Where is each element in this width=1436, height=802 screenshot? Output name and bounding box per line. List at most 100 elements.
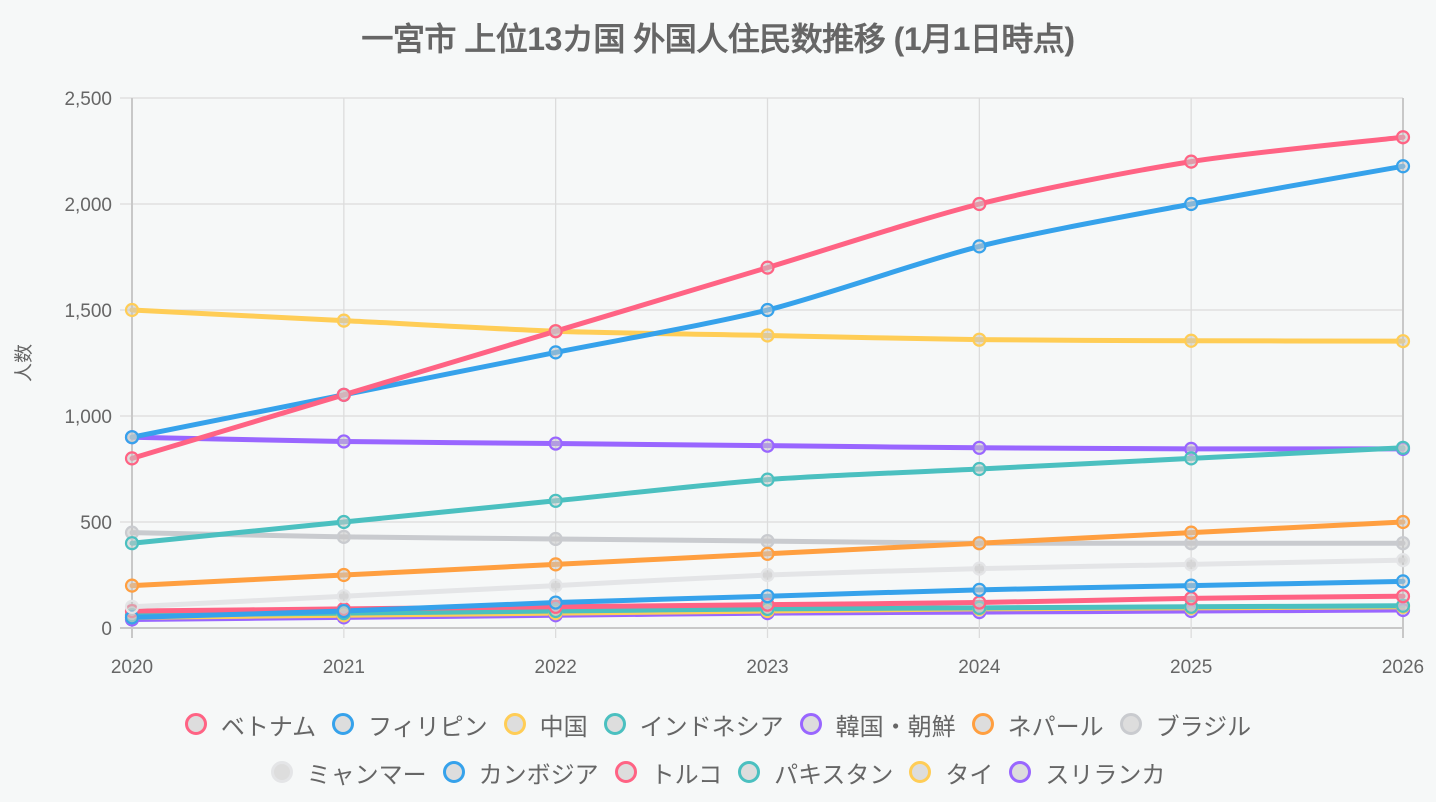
data-point[interactable] [336, 434, 351, 449]
data-point[interactable] [1184, 154, 1199, 169]
legend-item[interactable]: トルコ [614, 755, 723, 790]
data-point[interactable] [972, 595, 987, 610]
legend-label: トルコ [650, 760, 723, 789]
data-point[interactable] [336, 567, 351, 583]
data-point[interactable] [336, 529, 351, 544]
data-point[interactable] [548, 324, 563, 339]
data-point[interactable] [760, 328, 775, 343]
legend-swatch-icon [614, 761, 637, 783]
legend: ベトナム フィリピン 中国 インドネシア 韓国・朝鮮 ネパール ブラジルミャンマー カンボジア… [0, 700, 1436, 796]
data-point[interactable] [760, 589, 775, 604]
legend-swatch-icon [442, 761, 465, 783]
data-point[interactable] [1395, 536, 1411, 551]
data-point[interactable] [124, 451, 140, 466]
data-point[interactable] [1395, 574, 1411, 589]
legend-item[interactable]: 韓国・朝鮮 [799, 707, 956, 742]
data-point[interactable] [972, 332, 987, 347]
x-tick-label: 2022 [535, 657, 577, 678]
data-point[interactable] [336, 514, 351, 530]
y-tick-label: 2,500 [64, 89, 112, 110]
data-point[interactable] [548, 493, 563, 508]
data-point[interactable] [124, 302, 140, 318]
data-point[interactable] [972, 196, 987, 212]
legend-item[interactable]: スリランカ [1009, 755, 1165, 790]
data-point[interactable] [548, 436, 563, 451]
data-point[interactable] [760, 533, 775, 549]
legend-item[interactable]: ミャンマー [270, 755, 427, 790]
data-point[interactable] [124, 536, 140, 551]
chart-title: 一宮市 上位13カ国 外国人住民数推移 (1月1日時点) [361, 21, 1075, 57]
data-point[interactable] [1395, 514, 1411, 530]
data-point[interactable] [548, 557, 563, 572]
data-point[interactable] [124, 430, 140, 445]
x-tick-label: 2020 [111, 657, 153, 678]
data-point[interactable] [1184, 196, 1199, 212]
y-tick-label: 1,500 [64, 301, 112, 322]
legend-label: ブラジル [1155, 712, 1252, 741]
data-point[interactable] [972, 461, 987, 477]
data-point[interactable] [1395, 553, 1411, 568]
data-point[interactable] [972, 536, 987, 551]
legend-item[interactable]: ベトナム [184, 707, 317, 742]
x-axis: 2020 2021 2022 2023 2024 2025 2026 [111, 657, 1424, 678]
x-tick-label: 2024 [958, 657, 1001, 678]
data-point[interactable] [1395, 159, 1411, 174]
legend-label: フィリピン [368, 712, 488, 741]
data-point[interactable] [972, 582, 987, 597]
data-point[interactable] [972, 561, 987, 576]
data-point[interactable] [972, 239, 987, 254]
data-point[interactable] [1395, 440, 1411, 455]
legend-swatch-icon [738, 761, 761, 783]
legend-item[interactable]: ネパール [971, 707, 1104, 742]
legend-item[interactable]: フィリピン [332, 707, 488, 742]
legend-label: ベトナム [220, 712, 317, 741]
data-point[interactable] [760, 546, 775, 561]
y-axis-title: 人数 [13, 344, 35, 382]
legend-item[interactable]: タイ [909, 755, 993, 790]
data-point[interactable] [760, 302, 775, 318]
data-point[interactable] [336, 387, 351, 402]
data-point[interactable] [124, 599, 140, 614]
legend-item[interactable]: インドネシア [603, 707, 784, 742]
legend-swatch-icon [799, 713, 822, 735]
data-point[interactable] [760, 567, 775, 583]
data-point[interactable] [972, 440, 987, 455]
y-axis: 0 500 1,000 1,500 2,000 2,500 [64, 89, 112, 640]
data-point[interactable] [336, 313, 351, 328]
data-point[interactable] [1395, 334, 1411, 349]
legend-item[interactable]: ブラジル [1119, 707, 1252, 742]
data-point[interactable] [760, 438, 775, 453]
x-tick-label: 2021 [323, 657, 365, 678]
x-tick-label: 2026 [1382, 657, 1424, 678]
data-point[interactable] [1395, 130, 1411, 145]
legend-label: パキスタン [774, 760, 894, 789]
data-point[interactable] [548, 578, 563, 593]
data-point[interactable] [1395, 589, 1411, 604]
data-point[interactable] [124, 578, 140, 593]
series-points [124, 130, 1411, 627]
data-point[interactable] [1184, 557, 1199, 572]
data-point[interactable] [1184, 333, 1199, 348]
data-point[interactable] [1184, 578, 1199, 593]
legend-item[interactable]: パキスタン [738, 755, 893, 790]
legend-label: ネパール [1007, 712, 1104, 741]
legend-swatch-icon [909, 761, 932, 783]
x-tick-label: 2025 [1170, 657, 1212, 678]
data-point[interactable] [336, 603, 351, 619]
data-point[interactable] [760, 260, 775, 275]
legend-row: ミャンマー カンボジア トルコ パキスタン タイ スリランカ [0, 748, 1436, 796]
legend-item[interactable]: カンボジア [442, 755, 599, 790]
data-point[interactable] [336, 589, 351, 604]
data-point[interactable] [1184, 591, 1199, 606]
legend-label: 韓国・朝鮮 [835, 712, 956, 741]
legend-swatch-icon [332, 713, 355, 735]
data-point[interactable] [548, 531, 563, 547]
data-point[interactable] [548, 345, 563, 360]
data-point[interactable] [1184, 451, 1199, 466]
data-point[interactable] [760, 472, 775, 487]
legend-item[interactable]: 中国 [503, 707, 588, 742]
legend-label: スリランカ [1045, 760, 1166, 789]
data-point[interactable] [548, 595, 563, 610]
legend-swatch-icon [270, 761, 293, 783]
data-point[interactable] [1184, 525, 1199, 540]
